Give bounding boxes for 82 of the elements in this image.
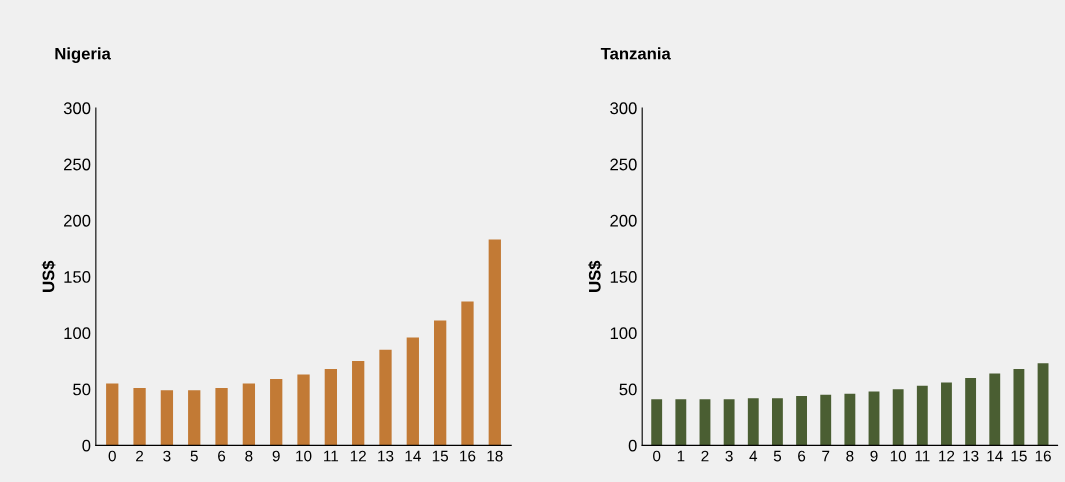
y-tick-label: 250 [64, 158, 91, 171]
x-tick-label: 1 [677, 450, 685, 462]
x-tick-label: 7 [822, 450, 830, 462]
x-tick-label: 12 [350, 450, 366, 462]
x-tick-label: 6 [218, 450, 226, 462]
x-tick-label: 3 [725, 450, 733, 462]
x-tick-label: 8 [846, 450, 854, 462]
x-tick-label: 8 [245, 450, 253, 462]
chart-title: Nigeria [55, 47, 111, 63]
y-tick-label: 200 [64, 214, 91, 227]
bar [844, 393, 856, 446]
bar [1037, 363, 1049, 446]
bar [723, 399, 735, 446]
bar [941, 382, 952, 446]
y-tick-label: 300 [610, 102, 637, 115]
x-tick-label: 14 [405, 450, 421, 462]
y-axis-title: US$ [588, 260, 602, 292]
x-tick-label: 13 [378, 450, 394, 462]
bar [160, 390, 174, 446]
bar [106, 383, 119, 446]
bar [352, 361, 365, 446]
x-tick-label: 16 [460, 450, 476, 462]
x-tick-label: 14 [987, 450, 1003, 462]
y-tick-label: 300 [63, 102, 91, 115]
x-tick-label: 0 [108, 450, 116, 462]
x-tick-label: 6 [798, 450, 806, 462]
bar [270, 379, 283, 446]
x-tick-label: 4 [749, 450, 758, 462]
x-tick-label: 9 [272, 450, 280, 462]
x-tick-label: 16 [1035, 450, 1051, 462]
bar [771, 398, 783, 446]
y-tick-label: 200 [610, 214, 637, 227]
y-tick-label: 0 [82, 439, 91, 452]
x-tick-label: 12 [939, 450, 955, 462]
bar [892, 389, 904, 446]
bar [675, 399, 687, 446]
bar [215, 388, 228, 446]
bar [488, 239, 501, 446]
y-tick-label: 100 [64, 327, 91, 340]
bar [434, 320, 447, 446]
bar [651, 399, 663, 446]
bar [965, 377, 977, 446]
chart-title: Tanzania [600, 47, 671, 60]
bar [324, 368, 337, 446]
y-tick-label: 150 [610, 271, 637, 283]
x-tick-label: 3 [163, 450, 171, 462]
bar [796, 395, 808, 446]
x-tick-label: 11 [915, 450, 930, 462]
x-tick-label: 2 [136, 450, 144, 462]
bar [133, 388, 146, 446]
x-tick-label: 10 [890, 450, 907, 462]
x-tick-label: 5 [190, 450, 198, 462]
bar [242, 383, 256, 446]
bar [916, 385, 928, 446]
y-tick-label: 100 [610, 327, 637, 340]
bar [699, 399, 711, 446]
y-tick-label: 250 [610, 158, 637, 171]
y-tick-label: 0 [628, 439, 637, 452]
x-tick-label: 15 [1011, 450, 1027, 462]
bar [379, 349, 392, 446]
bar [406, 337, 419, 446]
x-tick-label: 5 [773, 450, 782, 462]
bar [820, 394, 832, 446]
y-tick-label: 150 [64, 271, 91, 283]
y-axis-title: US$ [41, 260, 56, 292]
x-tick-label: 18 [487, 450, 503, 462]
y-tick-label: 50 [73, 383, 91, 396]
bar [297, 374, 310, 446]
y-tick-label: 50 [619, 383, 637, 396]
bar [747, 398, 759, 446]
x-tick-label: 15 [432, 450, 449, 462]
bar [1013, 368, 1025, 446]
x-tick-label: 0 [653, 450, 661, 462]
x-tick-label: 10 [296, 450, 312, 462]
x-tick-label: 2 [701, 450, 709, 462]
x-tick-label: 13 [963, 450, 979, 462]
x-tick-label: 9 [870, 450, 878, 462]
bar [188, 390, 201, 446]
bar [989, 373, 1001, 446]
bar [461, 301, 474, 446]
x-tick-label: 11 [324, 450, 339, 462]
bar [868, 391, 880, 446]
